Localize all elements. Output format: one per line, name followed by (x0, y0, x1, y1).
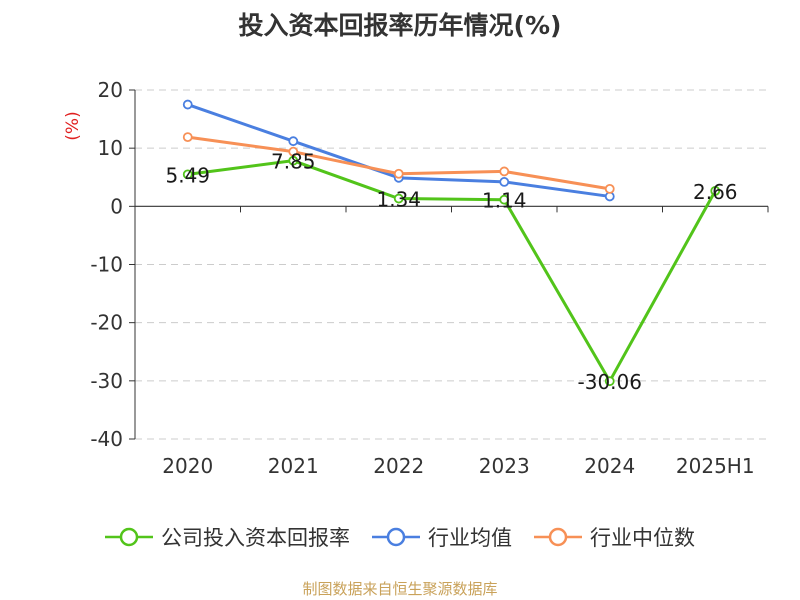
source-note: 制图数据来自恒生聚源数据库 (302, 580, 498, 598)
x-tick-label: 2022 (373, 454, 424, 478)
data-point (499, 166, 510, 177)
data-point (499, 177, 510, 187)
legend-swatch (372, 527, 420, 547)
x-tick-label: 2023 (479, 454, 530, 478)
legend-swatch (105, 527, 153, 547)
series-line (187, 159, 717, 383)
x-tick-label: 2020 (162, 454, 213, 478)
data-point (604, 183, 615, 194)
data-point (182, 169, 193, 180)
data-label: 7.85 (271, 150, 316, 174)
y-tick-label: -20 (90, 311, 123, 335)
grid-layer (135, 89, 768, 440)
legend-item: 行业中位数 (534, 522, 695, 552)
y-axis-title: (%) (63, 111, 83, 140)
data-point (393, 193, 404, 204)
legend-label: 行业中位数 (590, 526, 695, 550)
data-label: -30.06 (578, 370, 642, 394)
data-point (288, 136, 299, 147)
data-point (604, 376, 615, 387)
data-label: 5.49 (165, 163, 210, 187)
y-tick-label: 0 (110, 194, 123, 218)
data-point (182, 99, 193, 110)
x-tick-label: 2021 (268, 454, 319, 478)
y-tick-label: -30 (90, 369, 123, 393)
x-tick-label: 2024 (584, 454, 635, 478)
data-label-layer: 5.49 7.85 1.34 1.14 -30.06 2.66 (165, 150, 737, 395)
chart-title: 投入资本回报率历年情况(%) (238, 11, 562, 40)
x-tick-label: 2025H1 (676, 454, 755, 478)
series-layer (182, 99, 721, 387)
y-tick-label: 10 (98, 136, 123, 160)
data-point (499, 194, 510, 205)
legend-item: 行业均值 (372, 522, 512, 552)
legend-item: 公司投入资本回报率 (105, 522, 350, 552)
y-tick-label: 20 (98, 78, 123, 102)
data-point (710, 185, 721, 196)
data-label: 2.66 (693, 180, 738, 204)
data-point (288, 146, 299, 157)
legend-label: 公司投入资本回报率 (161, 526, 350, 550)
data-point (393, 168, 404, 179)
y-tick-label: -10 (90, 253, 123, 277)
data-label: 1.14 (482, 189, 527, 213)
y-tick-label: -40 (90, 427, 123, 451)
data-point (288, 155, 299, 166)
legend: 公司投入资本回报率 行业均值 行业中位数 (0, 520, 800, 554)
legend-swatch (534, 527, 582, 547)
data-point (182, 132, 193, 143)
legend-label: 行业均值 (428, 526, 512, 550)
data-label: 1.34 (376, 188, 421, 212)
axis-layer: 20 10 0 -10 -20 -30 -40 (%) 2020 2021 2022 2023 2024… (63, 78, 769, 478)
